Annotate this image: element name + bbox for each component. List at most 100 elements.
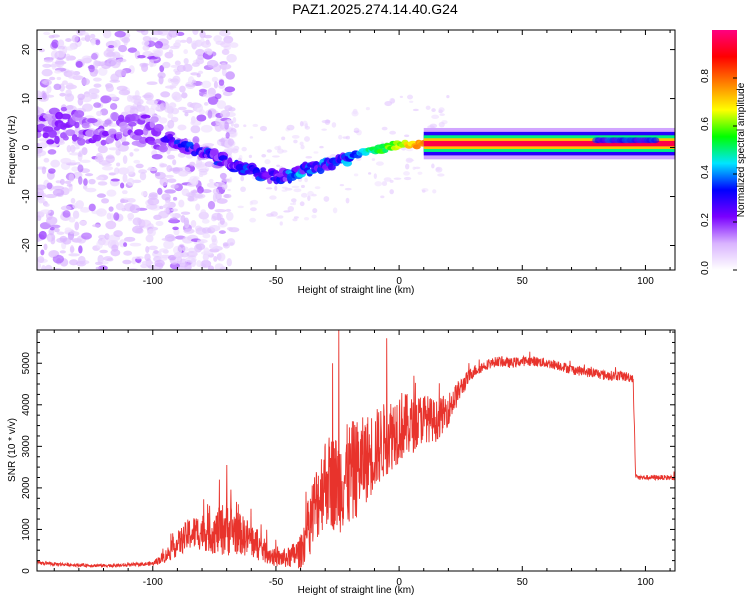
spectrogram-signal-blob — [104, 119, 112, 125]
spectrogram-noise-blob — [49, 227, 55, 231]
spectrogram-noise-blob — [65, 46, 75, 51]
spectrogram-noise-blob — [228, 131, 237, 137]
spectrogram-noise-blob — [198, 173, 204, 178]
spectrogram-noise-blob — [299, 201, 305, 207]
spectrogram-noise-blob — [122, 259, 132, 265]
spectrogram-noise-blob — [82, 57, 92, 64]
y-tick-label: 1000 — [21, 518, 32, 541]
spectrogram-noise-blob — [70, 197, 76, 204]
snr-line — [37, 330, 675, 569]
spectrogram-noise-blob — [37, 142, 48, 149]
spectrogram-noise-blob — [48, 168, 56, 174]
spectrogram-noise-blob — [196, 114, 207, 122]
spectrogram-noise-blob — [80, 37, 86, 41]
spectrogram-noise-blob — [159, 248, 169, 253]
spectrogram-noise-blob — [371, 158, 376, 161]
spectrogram-noise-blob — [202, 233, 211, 239]
spectrogram-noise-blob — [191, 62, 200, 67]
spectrogram-noise-blob — [233, 123, 240, 128]
spectrogram-noise-blob — [43, 157, 50, 163]
spectrogram-noise-blob — [345, 135, 350, 140]
spectrogram-noise-blob — [64, 180, 72, 185]
spectrogram-noise-blob — [184, 112, 189, 117]
spectrogram-signal-blob — [60, 113, 71, 120]
spectrogram-signal-blob — [87, 118, 98, 124]
spectrogram-noise-blob — [103, 256, 113, 262]
spectrogram-noise-blob — [120, 69, 127, 77]
spectrogram-noise-blob — [72, 210, 80, 219]
spectrogram-noise-blob — [190, 190, 199, 194]
spectrogram-signal-blob — [118, 114, 125, 122]
spectrogram-noise-blob — [77, 164, 84, 173]
spectrogram-noise-blob — [178, 243, 185, 251]
y-tick-label: 0 — [21, 144, 32, 150]
spectrogram-noise-blob — [141, 63, 149, 73]
spectrogram-noise-blob — [64, 227, 72, 233]
spectrogram-noise-blob — [225, 208, 232, 212]
spectrogram-noise-blob — [299, 141, 304, 146]
spectrogram-noise-blob — [117, 167, 130, 175]
spectrogram-noise-blob — [88, 88, 100, 95]
spectrogram-noise-blob — [91, 210, 104, 215]
spectrogram-ylabel: Frequency (Hz) — [7, 116, 18, 185]
spectrogram-noise-blob — [104, 233, 110, 240]
spectrogram-noise-blob — [421, 189, 426, 193]
spectrogram-noise-blob — [279, 221, 283, 226]
spectrogram-noise-blob — [323, 196, 330, 202]
spectrogram-noise-blob — [52, 254, 64, 264]
snr-xlabel: Height of straight line (km) — [298, 585, 415, 596]
spectrogram-noise-blob — [220, 62, 227, 71]
spectrogram-noise-blob — [351, 110, 359, 117]
spectrogram-noise-blob — [190, 125, 201, 134]
spectrogram-noise-blob — [195, 203, 201, 211]
spectrogram-noise-blob — [291, 198, 297, 203]
spectrogram-noise-blob — [116, 162, 121, 167]
spectrogram-noise-blob — [206, 59, 219, 68]
spectrogram-noise-blob — [219, 217, 225, 225]
spectrogram-noise-blob — [123, 250, 133, 256]
spectrogram-noise-blob — [68, 173, 75, 182]
spectrogram-noise-blob — [65, 38, 72, 42]
x-tick-label: 100 — [637, 276, 654, 287]
spectrogram-noise-blob — [431, 114, 440, 120]
spectrogram-noise-blob — [168, 30, 179, 38]
spectrogram-noise-blob — [307, 195, 311, 201]
spectrogram-noise-blob — [37, 262, 42, 270]
spectrogram-noise-blob — [224, 38, 233, 43]
spectrogram-noise-blob — [190, 220, 197, 228]
spectrogram-noise-blob — [163, 240, 174, 250]
spectrogram-noise-blob — [211, 234, 217, 243]
spectrogram-noise-blob — [264, 159, 271, 165]
spectrogram-noise-blob — [224, 193, 232, 199]
spectrogram-noise-blob — [54, 60, 67, 65]
x-tick-label: 50 — [517, 276, 529, 287]
spectrogram-noise-blob — [92, 77, 102, 82]
spectrogram-noise-blob — [431, 163, 435, 169]
spectrogram-noise-blob — [59, 178, 65, 185]
spectrogram-noise-blob — [123, 242, 128, 247]
spectrogram-noise-blob — [92, 224, 101, 228]
spectrogram-noise-blob — [69, 245, 75, 254]
spectrogram-noise-blob — [138, 169, 148, 174]
spectrogram-noise-blob — [399, 95, 404, 99]
spectrogram-noise-blob — [185, 154, 194, 159]
spectrogram-noise-blob — [45, 94, 55, 98]
spectrogram-noise-blob — [321, 128, 327, 131]
spectrogram-noise-blob — [47, 234, 52, 243]
spectrogram-noise-blob — [64, 93, 75, 102]
spectrogram-noise-blob — [40, 209, 52, 215]
spectrogram-noise-blob — [129, 242, 142, 247]
spectrogram-noise-blob — [215, 117, 222, 126]
spectrogram-noise-blob — [66, 145, 72, 153]
spectrogram-noise-blob — [206, 182, 219, 188]
spectrogram-noise-blob — [287, 205, 294, 212]
spectrogram-signal-blob — [121, 141, 130, 146]
spectrogram-noise-blob — [78, 150, 84, 157]
spectrogram-noise-blob — [305, 155, 313, 159]
spectrogram-noise-blob — [78, 245, 83, 254]
spectrogram-noise-blob — [99, 249, 108, 254]
spectrogram-noise-blob — [126, 165, 135, 175]
spectrogram-noise-blob — [207, 200, 216, 210]
spectrogram-noise-blob — [404, 134, 410, 138]
spectrogram-noise-blob — [108, 96, 120, 101]
